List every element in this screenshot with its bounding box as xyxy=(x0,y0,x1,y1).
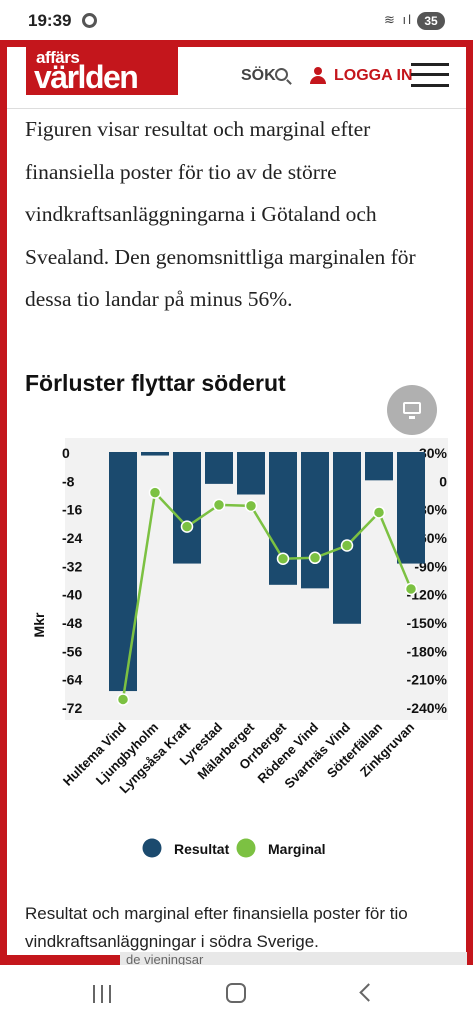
point-marginal xyxy=(340,539,354,552)
y-left-tick-label: -32 xyxy=(62,558,82,574)
y-right-tick-label: -150% xyxy=(407,615,448,631)
home-icon[interactable] xyxy=(226,983,246,1003)
legend-marker-marginal xyxy=(236,838,256,858)
y-right-tick-label: -210% xyxy=(407,672,448,688)
y-left-tick-label: -8 xyxy=(62,473,75,489)
bar-resultat xyxy=(397,452,425,564)
article-intro: Figuren visar resultat och marginal efte… xyxy=(25,117,416,311)
bar-resultat xyxy=(205,452,233,484)
bar-resultat xyxy=(141,452,169,456)
y-right-tick-label: -240% xyxy=(407,700,448,716)
y-axis-label: Mkr xyxy=(31,612,47,637)
y-left-tick-label: -56 xyxy=(62,643,82,659)
logo-line1: affärs xyxy=(36,48,80,67)
y-right-tick-label: 0 xyxy=(439,473,447,489)
recent-apps-icon[interactable] xyxy=(93,985,113,1003)
bar-resultat xyxy=(365,452,393,481)
system-nav-bar xyxy=(0,965,473,1024)
y-left-tick-label: -24 xyxy=(62,530,82,546)
bar-resultat xyxy=(301,452,329,589)
bar-resultat xyxy=(109,452,137,692)
status-time: 19:39 xyxy=(28,11,72,30)
point-marginal xyxy=(276,552,290,565)
login-button[interactable]: LOGGA IN xyxy=(334,67,413,84)
monitor-icon xyxy=(403,402,421,414)
legend-label-marginal: Marginal xyxy=(268,841,326,857)
bar-resultat xyxy=(173,452,201,564)
back-icon[interactable] xyxy=(359,983,378,1002)
page-frame xyxy=(0,40,473,965)
status-bar: 19:39 ≋ ıl 35 xyxy=(0,0,473,40)
y-right-tick-label: 30% xyxy=(419,445,448,461)
fullscreen-button[interactable] xyxy=(387,385,437,435)
chart-title: Förluster flyttar söderut xyxy=(25,370,286,396)
battery-icon: 35 xyxy=(417,12,445,30)
gear-icon xyxy=(82,13,97,28)
signal-icon: ≋ ıl xyxy=(383,12,413,27)
y-left-tick-label: 0 xyxy=(62,445,70,461)
site-logo[interactable]: affärs världen xyxy=(26,47,178,95)
chart-caption: Resultat och marginal efter finansiella … xyxy=(25,904,408,951)
y-right-tick-label: -180% xyxy=(407,643,448,659)
point-marginal xyxy=(116,693,130,706)
y-left-tick-label: -64 xyxy=(62,672,82,688)
point-marginal xyxy=(244,499,258,513)
user-icon[interactable] xyxy=(310,67,326,84)
search-button[interactable]: SÖK xyxy=(241,67,276,84)
chart: 0-8-16-24-32-40-48-56-64-7230%0-30%-60%-… xyxy=(31,438,448,858)
y-left-tick-label: -16 xyxy=(62,502,82,518)
legend-label-resultat: Resultat xyxy=(174,841,230,857)
site-header: affärs världen SÖK LOGGA IN xyxy=(7,47,466,109)
point-marginal xyxy=(212,498,226,512)
logo-line2: världen xyxy=(34,59,139,95)
point-marginal xyxy=(148,486,162,499)
y-left-tick-label: -72 xyxy=(62,700,82,716)
y-left-tick-label: -40 xyxy=(62,587,82,603)
y-left-tick-label: -48 xyxy=(62,615,82,631)
legend-marker-resultat xyxy=(142,838,162,858)
bar-resultat xyxy=(237,452,265,495)
line-marginal xyxy=(121,489,413,700)
bar-resultat xyxy=(333,452,361,624)
point-marginal xyxy=(404,582,418,596)
menu-icon[interactable] xyxy=(411,61,449,89)
point-marginal xyxy=(372,506,386,519)
point-marginal xyxy=(308,551,322,565)
point-marginal xyxy=(180,520,194,533)
search-icon[interactable] xyxy=(275,68,288,81)
